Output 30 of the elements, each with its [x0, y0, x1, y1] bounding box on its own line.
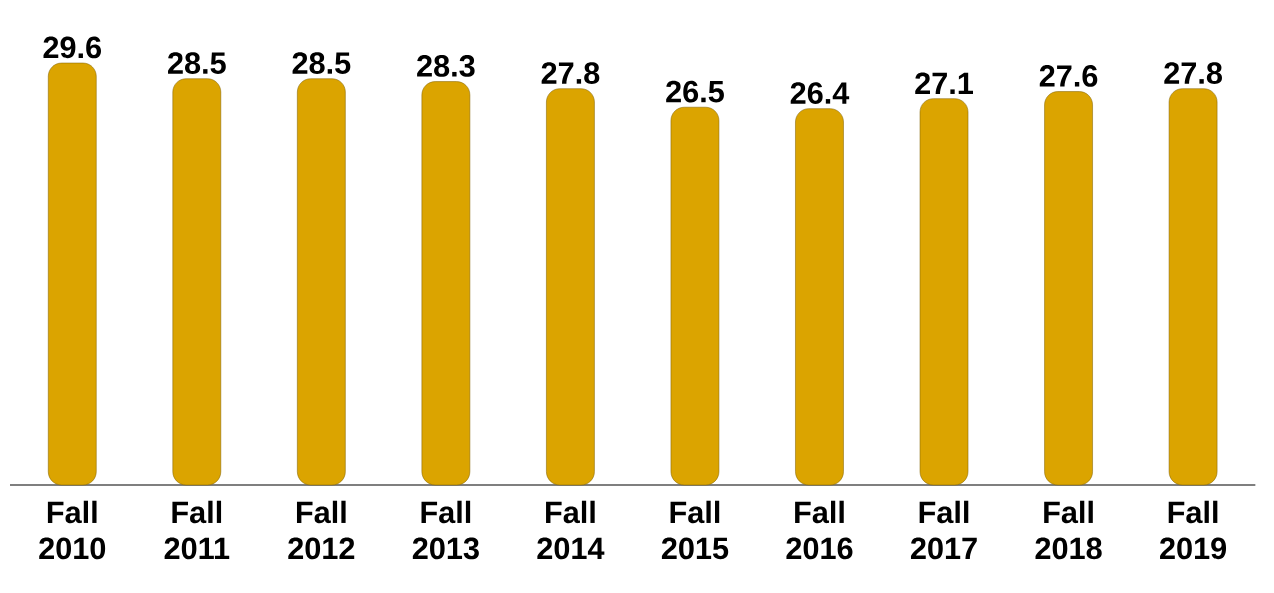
bar — [795, 108, 844, 486]
bar — [421, 81, 471, 486]
bar — [919, 98, 969, 486]
data-label: 28.5 — [168, 52, 226, 74]
data-label: 26.4 — [790, 82, 850, 104]
x-tick-label: Fall 2015 — [661, 500, 729, 560]
bar — [1044, 91, 1093, 486]
data-label: 27.1 — [915, 72, 974, 94]
x-tick-label: Fall 2012 — [288, 500, 355, 560]
data-label: 28.5 — [292, 52, 351, 74]
x-tick-label: Fall 2018 — [1035, 500, 1102, 560]
bar — [172, 78, 222, 486]
data-label: 29.6 — [43, 36, 102, 59]
data-label: 28.3 — [417, 55, 475, 77]
data-label: 27.6 — [1039, 65, 1098, 87]
x-tick-label: Fall 2016 — [786, 500, 853, 560]
x-tick-label: Fall 2017 — [910, 500, 977, 560]
bar — [670, 106, 720, 486]
bar — [297, 78, 346, 486]
data-label: 27.8 — [1164, 62, 1222, 84]
x-tick-label: Fall 2013 — [412, 500, 479, 560]
x-tick-label: Fall 2010 — [39, 500, 106, 560]
data-label: 27.8 — [541, 62, 600, 84]
x-tick-label: Fall 2019 — [1160, 500, 1227, 560]
data-label: 26.5 — [666, 80, 724, 103]
x-tick-label: Fall 2014 — [537, 500, 605, 560]
bar — [48, 62, 97, 486]
bar — [546, 88, 595, 486]
bar — [1168, 88, 1218, 486]
x-tick-label: Fall 2011 — [164, 500, 230, 560]
